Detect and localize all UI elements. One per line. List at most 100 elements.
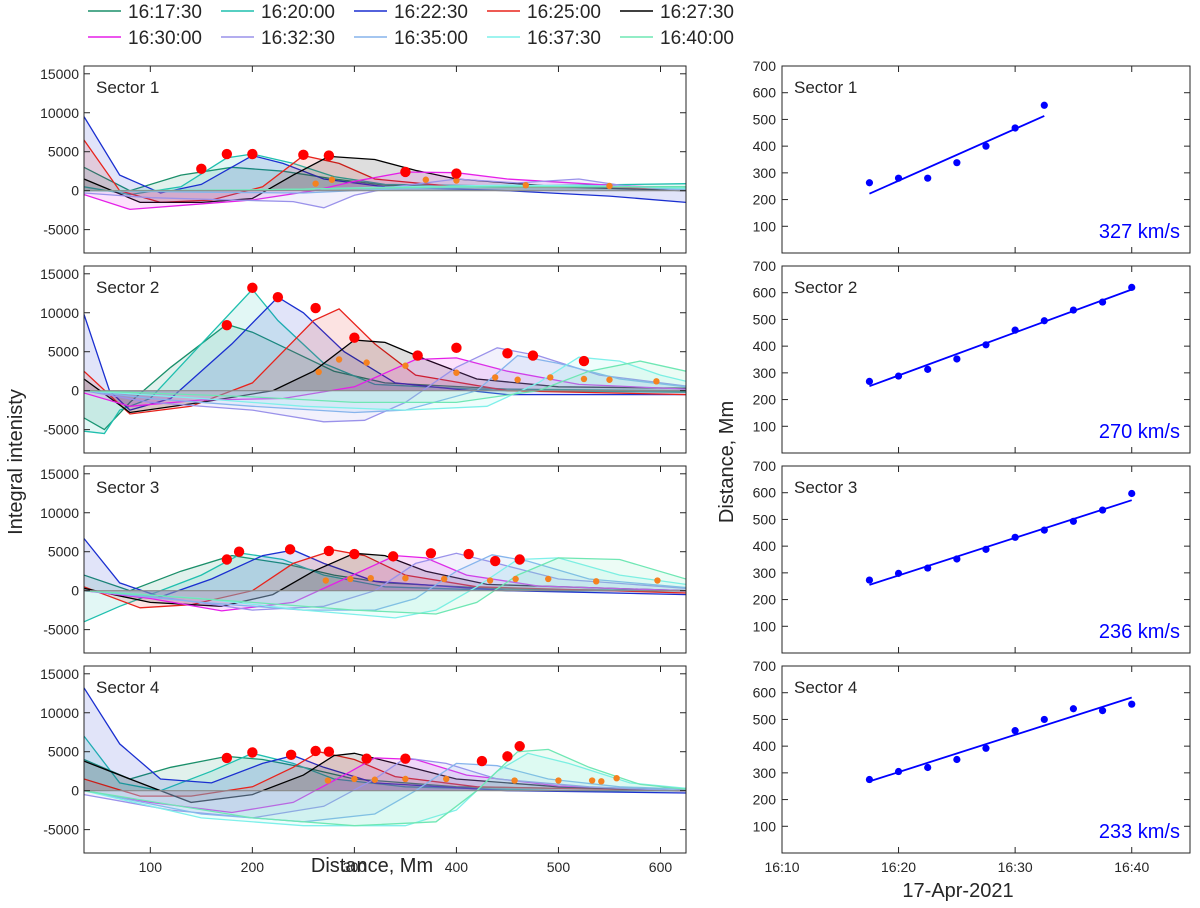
x-tick-label: 100 — [139, 859, 163, 875]
y-tick-label: 300 — [753, 165, 777, 181]
y-tick-label: 200 — [753, 192, 777, 208]
legend-label-5: 16:30:00 — [128, 28, 202, 49]
legend-label-6: 16:32:30 — [261, 28, 335, 49]
peak-marker — [361, 753, 372, 764]
front-marker — [371, 776, 378, 783]
peak-marker — [412, 350, 423, 361]
x-tick-label: 600 — [649, 859, 673, 875]
peak-marker — [221, 752, 233, 764]
data-point — [1128, 283, 1136, 291]
profile-plot-area-4 — [84, 687, 686, 827]
front-marker — [363, 359, 370, 366]
peak-marker — [272, 291, 284, 303]
data-point — [1011, 533, 1019, 541]
profile-line-16:37:30 — [84, 557, 686, 619]
y-tick-label: -5000 — [43, 622, 79, 638]
data-point — [894, 372, 903, 380]
y-tick-label: 500 — [753, 511, 777, 527]
data-point — [1069, 517, 1077, 525]
y-tick-label: 200 — [753, 792, 777, 808]
peak-marker — [233, 546, 245, 557]
front-marker — [328, 176, 336, 183]
peak-marker — [298, 149, 309, 161]
peak-marker — [514, 741, 525, 752]
front-marker — [606, 182, 613, 190]
y-tick-label: -5000 — [43, 822, 79, 838]
peak-marker — [527, 350, 539, 361]
profile-fill-16:22:30 — [84, 297, 686, 411]
profile-line-16:30:00 — [84, 554, 686, 612]
front-marker — [322, 577, 330, 584]
front-marker — [555, 777, 562, 784]
y-tick-label: 10000 — [40, 105, 79, 121]
profile-fill-16:32:30 — [84, 757, 686, 818]
front-marker — [324, 777, 332, 784]
profile-line-16:27:30 — [84, 752, 686, 804]
profile-fill-16:35:00 — [84, 554, 686, 611]
data-point — [924, 174, 932, 182]
peak-marker — [463, 548, 474, 560]
x-tick-label: 300 — [343, 859, 367, 875]
profile-line-16:35:00 — [84, 554, 686, 611]
distance-time-panel-title: Sector 2 — [794, 278, 857, 297]
front-marker — [512, 575, 519, 583]
profile-fill-16:25:00 — [84, 550, 686, 608]
front-marker — [588, 777, 596, 784]
front-marker — [547, 374, 554, 381]
profile-fill-16:35:00 — [84, 763, 686, 822]
data-point — [894, 569, 903, 577]
profile-panel-title: Sector 3 — [96, 478, 159, 497]
y-tick-label: 100 — [753, 218, 777, 234]
data-point — [953, 159, 961, 167]
y-tick-label: 200 — [753, 592, 777, 608]
y-tick-label: -5000 — [43, 222, 79, 238]
y-tick-label: 200 — [753, 392, 777, 408]
front-marker — [443, 775, 450, 783]
profile-fill-16:40:00 — [84, 749, 686, 826]
front-marker — [606, 376, 613, 383]
profile-line-16:22:30 — [84, 116, 686, 204]
x-tick-label: 16:10 — [764, 859, 799, 875]
y-tick-label: 300 — [753, 365, 777, 381]
peak-marker — [323, 746, 335, 757]
x-tick-label: 500 — [547, 859, 571, 875]
front-marker — [486, 577, 494, 584]
profile-line-16:22:30 — [84, 538, 686, 598]
right-x-axis-label: 17-Apr-2021 — [902, 880, 1013, 902]
data-point — [1069, 705, 1077, 713]
data-point — [1040, 101, 1048, 109]
profile-fill-16:32:30 — [84, 553, 686, 611]
data-point — [953, 555, 961, 563]
front-marker — [402, 575, 409, 582]
distance-time-panel-4: 100 200 300 400 500 600 700 16:10 16:20 16:30 16:4… — [753, 658, 1191, 875]
peak-marker — [247, 282, 258, 294]
profile-line-16:17:30 — [84, 323, 686, 431]
peak-marker — [247, 148, 258, 160]
peak-marker — [489, 555, 501, 567]
profile-panel-title: Sector 4 — [96, 678, 159, 697]
profile-fill-16:30:00 — [84, 757, 686, 813]
peak-marker — [400, 753, 411, 764]
y-tick-label: 700 — [753, 58, 777, 74]
y-tick-label: 600 — [753, 285, 777, 301]
legend-label-7: 16:35:00 — [394, 28, 468, 49]
y-tick-label: 15000 — [40, 666, 79, 682]
data-point — [982, 744, 990, 752]
distance-time-panel-title: Sector 3 — [794, 478, 857, 497]
data-point — [924, 763, 932, 772]
x-tick-label: 16:40 — [1114, 859, 1149, 875]
profile-panel-4: -5000 0 5000 10000 15000 100 200 300 400 500 600 Se… — [40, 665, 687, 875]
x-tick-label: 200 — [241, 859, 265, 875]
left-y-axis-label: Integral intenisty — [5, 389, 27, 535]
y-tick-label: 400 — [753, 738, 777, 754]
front-marker — [522, 182, 530, 189]
peak-marker — [323, 150, 335, 161]
distance-time-frame — [781, 465, 1191, 654]
fit-line — [869, 499, 1133, 586]
profile-fill-16:25:00 — [84, 751, 686, 797]
y-tick-label: 400 — [753, 338, 777, 354]
profile-fill-16:17:30 — [84, 555, 686, 591]
front-marker — [511, 777, 518, 784]
profile-fill-16:40:00 — [84, 361, 686, 403]
